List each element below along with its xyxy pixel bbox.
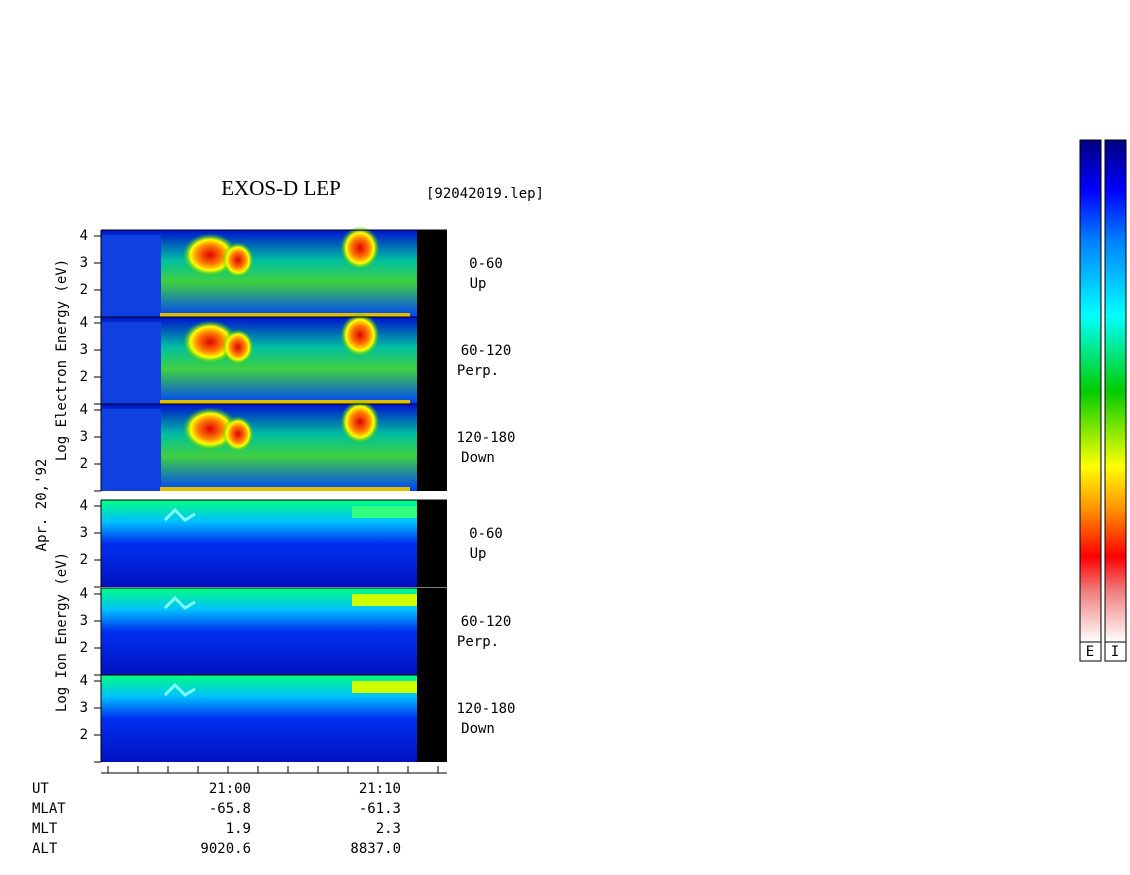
spectrogram-base [160, 400, 410, 404]
data-gap [417, 404, 447, 491]
electron-ylabel: Log Electron Energy (eV) [54, 259, 70, 461]
spectrogram-peak [340, 226, 380, 270]
spectrogram-peak [222, 242, 254, 278]
x-value-label: 8837.0 [350, 841, 401, 857]
spectrogram-peak [222, 416, 254, 452]
data-gap [417, 230, 447, 317]
y-tick-label: 3 [80, 700, 88, 716]
angle-label: 0-60 [469, 526, 503, 542]
angle-label: 60-120 [461, 343, 512, 359]
data-gap [417, 500, 447, 587]
y-tick-label: 3 [80, 342, 88, 358]
y-tick-label: 4 [80, 673, 88, 689]
y-tick-label: 4 [80, 228, 88, 244]
spectrogram-edge [352, 506, 417, 518]
colorbar-label: E [1086, 644, 1094, 660]
spectrogram-base [160, 487, 410, 491]
row-label: UT [32, 781, 49, 797]
y-tick-label: 3 [80, 525, 88, 541]
title: EXOS-D LEP [221, 176, 341, 200]
y-tick-label: 3 [80, 255, 88, 271]
x-value-label: 2.3 [376, 821, 401, 837]
ion-ylabel: Log Ion Energy (eV) [54, 552, 70, 712]
y-tick-label: 2 [80, 552, 88, 568]
y-tick-label: 4 [80, 586, 88, 602]
x-value-label: -65.8 [209, 801, 251, 817]
x-value-label: 21:00 [209, 781, 251, 797]
colorbar-label: I [1111, 644, 1119, 660]
x-value-label: 21:10 [359, 781, 401, 797]
direction-label: Perp. [457, 634, 499, 650]
y-tick-label: 2 [80, 369, 88, 385]
y-tick-label: 2 [80, 727, 88, 743]
angle-label: 120-180 [456, 701, 515, 717]
colorbar-i [1104, 139, 1127, 643]
y-tick-label: 2 [80, 282, 88, 298]
angle-label: 0-60 [469, 256, 503, 272]
y-tick-label: 3 [80, 613, 88, 629]
file-name: [92042019.lep] [426, 186, 544, 202]
y-tick-label: 4 [80, 402, 88, 418]
date-label: Apr. 20,'92 [34, 459, 50, 552]
angle-label: 120-180 [456, 430, 515, 446]
y-tick-label: 2 [80, 640, 88, 656]
direction-label: Up [470, 546, 487, 562]
x-value-label: 1.9 [226, 821, 251, 837]
direction-label: Up [470, 276, 487, 292]
angle-label: 60-120 [461, 614, 512, 630]
spectrogram-base [160, 313, 410, 317]
colorbar-e [1079, 139, 1102, 643]
spectrogram-streak [163, 682, 196, 697]
data-gap [417, 588, 447, 675]
spectrogram-edge [352, 594, 417, 606]
x-value-label: 9020.6 [200, 841, 251, 857]
spectrogram-low [101, 409, 161, 491]
spectrogram-edge [352, 681, 417, 693]
y-tick-label: 3 [80, 429, 88, 445]
spectrogram-streak [163, 507, 196, 522]
colorbar-label-box [1079, 641, 1102, 662]
spectrogram-peak [340, 313, 380, 357]
direction-label: Down [461, 450, 495, 466]
spectrogram-low [101, 322, 161, 404]
y-tick-label: 4 [80, 315, 88, 331]
row-label: MLT [32, 821, 58, 837]
data-gap [417, 675, 447, 762]
spectrogram-peak [340, 400, 380, 444]
y-tick-label: 2 [80, 456, 88, 472]
spectrogram-low [101, 235, 161, 317]
row-label: ALT [32, 841, 58, 857]
x-value-label: -61.3 [359, 801, 401, 817]
data-gap [417, 317, 447, 404]
spectrogram-streak [163, 595, 196, 610]
spectrogram-peak [222, 329, 254, 365]
direction-label: Down [461, 721, 495, 737]
colorbar-label-box [1104, 641, 1127, 662]
y-tick-label: 4 [80, 498, 88, 514]
direction-label: Perp. [457, 363, 499, 379]
row-label: MLAT [32, 801, 66, 817]
